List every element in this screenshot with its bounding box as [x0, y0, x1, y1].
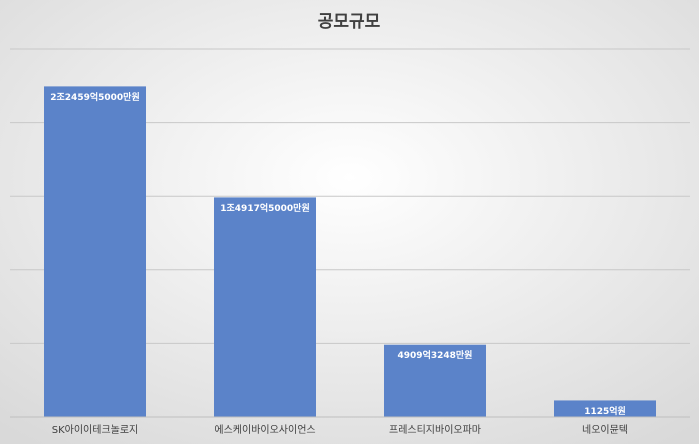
chart-title: 공모규모 — [318, 12, 381, 32]
bar — [44, 86, 146, 418]
x-tick-label: 네오이뮨텍 — [582, 424, 628, 436]
bar — [214, 197, 316, 417]
value-label: 4909억3248만원 — [398, 349, 473, 361]
x-tick-label: SK아이이테크놀로지 — [52, 424, 139, 436]
value-label: 1조4917억5000만원 — [220, 202, 309, 214]
x-tick-label: 에스케이바이오사이언스 — [214, 424, 315, 436]
bar — [554, 400, 656, 417]
bar — [384, 344, 486, 417]
x-tick-label: 프레스티지바이오파마 — [389, 424, 481, 436]
value-label: 1125억원 — [584, 405, 626, 417]
value-label: 2조2459억5000만원 — [50, 91, 139, 103]
